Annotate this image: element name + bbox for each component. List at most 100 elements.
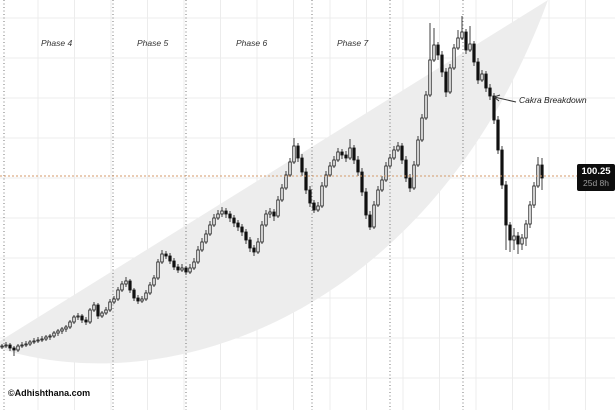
- candle-body: [0, 345, 4, 348]
- candle: [416, 136, 420, 167]
- candle-body: [140, 298, 144, 302]
- candle: [504, 181, 508, 250]
- candle: [256, 238, 260, 254]
- candle: [108, 299, 112, 312]
- candle-body: [76, 315, 80, 318]
- candle-body: [428, 59, 432, 96]
- candle: [124, 277, 128, 287]
- candle-body: [64, 326, 68, 330]
- candle-body: [228, 213, 232, 219]
- candle: [436, 42, 440, 60]
- candle: [460, 16, 464, 40]
- candle: [240, 224, 244, 236]
- candle: [444, 68, 448, 97]
- candle: [44, 335, 48, 341]
- candle-body: [28, 341, 32, 345]
- candle: [56, 329, 60, 336]
- candle: [80, 314, 84, 323]
- candle: [440, 51, 444, 77]
- candle: [392, 146, 396, 160]
- candle-body: [388, 157, 392, 167]
- candle: [136, 295, 140, 304]
- candle-body: [384, 165, 388, 181]
- candle-body: [508, 224, 512, 241]
- candle-body: [460, 31, 464, 39]
- candle-body: [376, 189, 380, 206]
- candle: [348, 139, 352, 160]
- candle-body: [256, 241, 260, 253]
- candle: [128, 279, 132, 293]
- candle-body: [288, 161, 292, 176]
- candle: [400, 143, 404, 164]
- candle: [304, 168, 308, 194]
- candle-body: [244, 231, 248, 241]
- candle: [388, 154, 392, 168]
- candle-body: [364, 191, 368, 216]
- candle-body: [472, 43, 476, 63]
- candle-body: [36, 339, 40, 342]
- candle: [336, 148, 340, 162]
- candle-body: [20, 344, 24, 347]
- candle-body: [184, 267, 188, 273]
- candle-body: [344, 154, 348, 159]
- annotation-arrowhead: [493, 94, 501, 102]
- candle-body: [248, 239, 252, 249]
- candle-body: [392, 149, 396, 159]
- candle: [532, 182, 536, 208]
- candle-body: [128, 280, 132, 291]
- cakra-breakdown-annotation[interactable]: Cakra Breakdown: [519, 95, 587, 105]
- candle: [484, 71, 488, 92]
- annotation-arrow: [493, 96, 517, 103]
- candle-body: [400, 145, 404, 161]
- candle-body: [492, 95, 496, 121]
- candle-body: [216, 213, 220, 219]
- candle-body: [432, 44, 436, 61]
- candle: [264, 210, 268, 227]
- candle-body: [100, 312, 104, 317]
- candle-body: [44, 336, 48, 340]
- candle-body: [404, 159, 408, 179]
- candle: [48, 334, 52, 340]
- candle: [496, 116, 500, 154]
- cakra-arc: [0, 0, 548, 364]
- candle: [40, 336, 44, 342]
- candle: [500, 146, 504, 189]
- candle: [452, 44, 456, 70]
- candle-body: [312, 202, 316, 211]
- candle-body: [496, 119, 500, 151]
- candle-body: [448, 67, 452, 93]
- candle-body: [4, 344, 8, 347]
- candle: [168, 253, 172, 264]
- candle: [300, 154, 304, 176]
- candle: [316, 202, 320, 212]
- candle-body: [396, 145, 400, 151]
- price-alert-tag[interactable]: 100.25 25d 8h: [577, 164, 615, 192]
- candle: [296, 143, 300, 162]
- candle: [396, 142, 400, 152]
- candle-body: [212, 217, 216, 226]
- candle-body: [484, 73, 488, 89]
- candle: [4, 342, 8, 348]
- candle-body: [208, 224, 212, 235]
- candle: [352, 145, 356, 164]
- candle: [284, 171, 288, 190]
- candle: [160, 250, 164, 264]
- candle: [184, 266, 188, 275]
- candle-body: [16, 345, 20, 351]
- candle-body: [108, 301, 112, 311]
- candle-body: [264, 213, 268, 226]
- candle-body: [368, 214, 372, 228]
- candle-body: [424, 94, 428, 119]
- phase-label-4: Phase 4: [41, 38, 73, 48]
- candle-body: [176, 266, 180, 271]
- phase-label-6: Phase 6: [236, 38, 268, 48]
- candle: [152, 275, 156, 287]
- candle: [476, 58, 480, 84]
- candle-body: [252, 247, 256, 253]
- candle-body: [300, 157, 304, 173]
- candle-body: [92, 304, 96, 311]
- candle-body: [96, 304, 100, 317]
- candle-body: [272, 211, 276, 217]
